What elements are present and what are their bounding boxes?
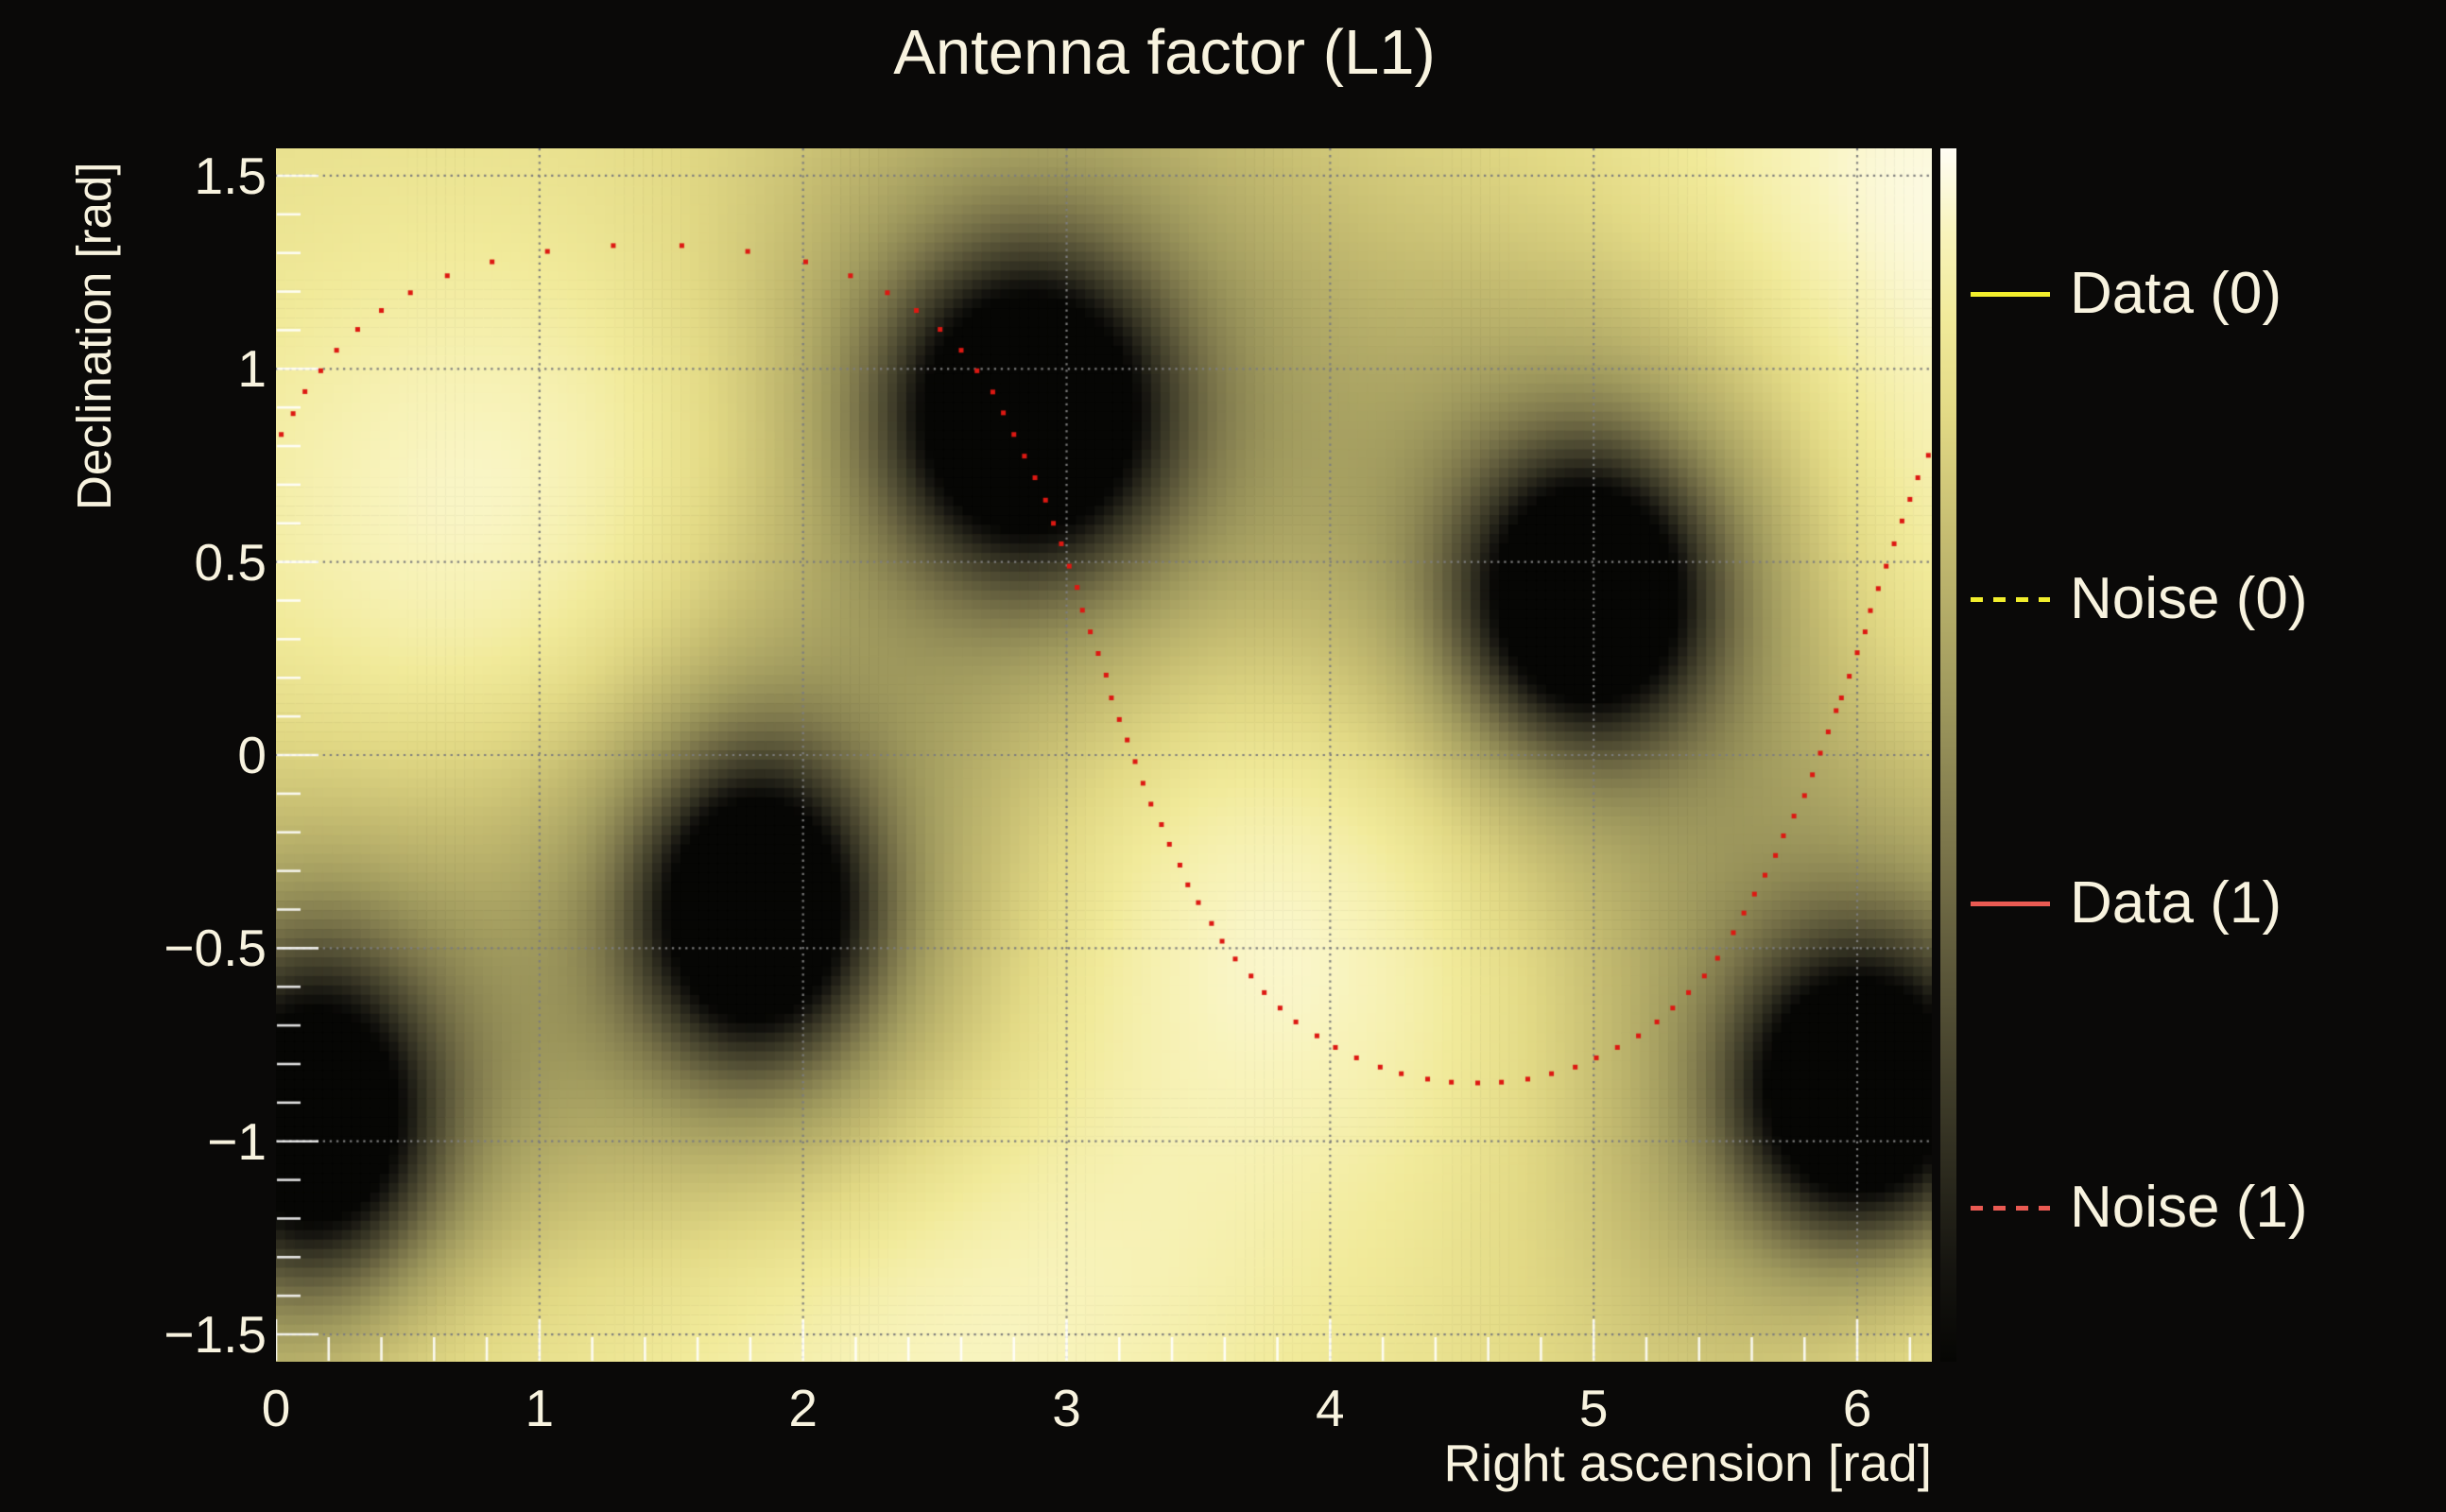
x-tick-label: 0 xyxy=(261,1379,291,1437)
y-tick-label: −1 xyxy=(207,1111,267,1171)
x-axis-title: Right ascension [rad] xyxy=(1443,1434,1932,1492)
x-tick-label: 2 xyxy=(788,1379,818,1437)
y-tick-label: −1.5 xyxy=(164,1305,267,1365)
legend-line-data1-solid xyxy=(1971,902,2050,906)
y-tick-label: −0.5 xyxy=(164,919,267,978)
legend-label-data1: Data (1) xyxy=(2070,870,2282,936)
y-tick-label: 0 xyxy=(237,726,267,784)
y-tick-label: 1.5 xyxy=(194,146,267,205)
y-axis-title: Declination [rad] xyxy=(67,162,121,510)
x-tick-label: 3 xyxy=(1052,1379,1081,1437)
x-tick-label: 6 xyxy=(1842,1379,1872,1437)
plot-area xyxy=(276,148,1932,1362)
legend-line-data0-solid xyxy=(1971,292,2050,297)
heatmap-canvas xyxy=(276,148,1932,1362)
legend-label-noise1: Noise (1) xyxy=(2070,1175,2308,1240)
y-tick-label: 0.5 xyxy=(194,532,267,592)
legend-line-noise0-dashed xyxy=(1971,597,2050,602)
x-tick-label: 4 xyxy=(1316,1379,1345,1437)
legend-label-noise0: Noise (0) xyxy=(2070,566,2308,631)
x-tick-label: 1 xyxy=(525,1379,555,1437)
y-tick-label: 1 xyxy=(237,339,267,399)
chart-title: Antenna factor (L1) xyxy=(893,17,1436,88)
legend-label-data0: Data (0) xyxy=(2070,261,2282,326)
x-tick-label: 5 xyxy=(1578,1379,1609,1437)
colorbar xyxy=(1940,148,1956,1362)
legend-line-noise1-dashed xyxy=(1971,1206,2050,1211)
